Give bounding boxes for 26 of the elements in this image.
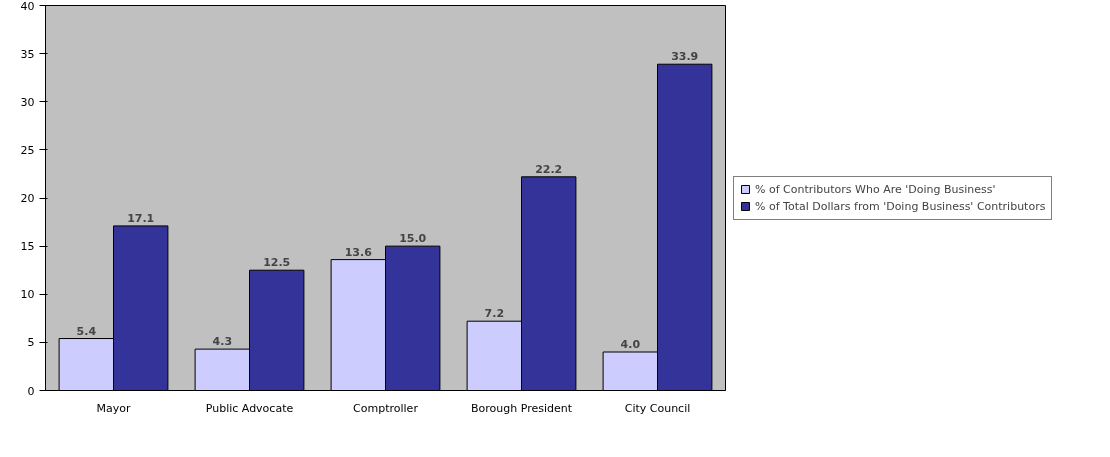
y-tick-label: 20 bbox=[20, 192, 35, 205]
data-label: 12.5 bbox=[263, 256, 291, 270]
legend-label: % of Contributors Who Are 'Doing Business' bbox=[755, 182, 996, 196]
legend-label: % of Total Dollars from 'Doing Business' Contributors bbox=[755, 199, 1046, 213]
data-label: 22.2 bbox=[535, 162, 563, 176]
x-tick-label: Borough President bbox=[470, 401, 573, 415]
y-tick-label: 35 bbox=[20, 47, 35, 61]
x-tick-label: Mayor bbox=[96, 401, 131, 415]
data-label: 7.2 bbox=[484, 307, 505, 321]
y-tick-label: 5 bbox=[27, 336, 35, 350]
y-tick-label: 40 bbox=[20, 0, 35, 13]
y-tick-label: 15 bbox=[20, 240, 35, 254]
y-tick-label: 0 bbox=[27, 384, 35, 398]
data-label: 13.6 bbox=[344, 245, 373, 259]
data-label: 33.9 bbox=[671, 50, 699, 64]
x-tick-label: Public Advocate bbox=[205, 401, 294, 415]
y-tick-label: 10 bbox=[20, 288, 35, 302]
y-tick-label: 30 bbox=[20, 95, 35, 109]
x-tick-label: City Council bbox=[624, 401, 691, 415]
data-label: 4.3 bbox=[212, 335, 233, 349]
y-tick-label: 25 bbox=[20, 143, 35, 157]
data-label: 15.0 bbox=[399, 232, 427, 246]
x-tick-label: Comptroller bbox=[353, 401, 419, 415]
data-label: 4.0 bbox=[620, 338, 641, 351]
data-label: 5.4 bbox=[76, 324, 97, 338]
data-label: 17.1 bbox=[127, 211, 155, 225]
